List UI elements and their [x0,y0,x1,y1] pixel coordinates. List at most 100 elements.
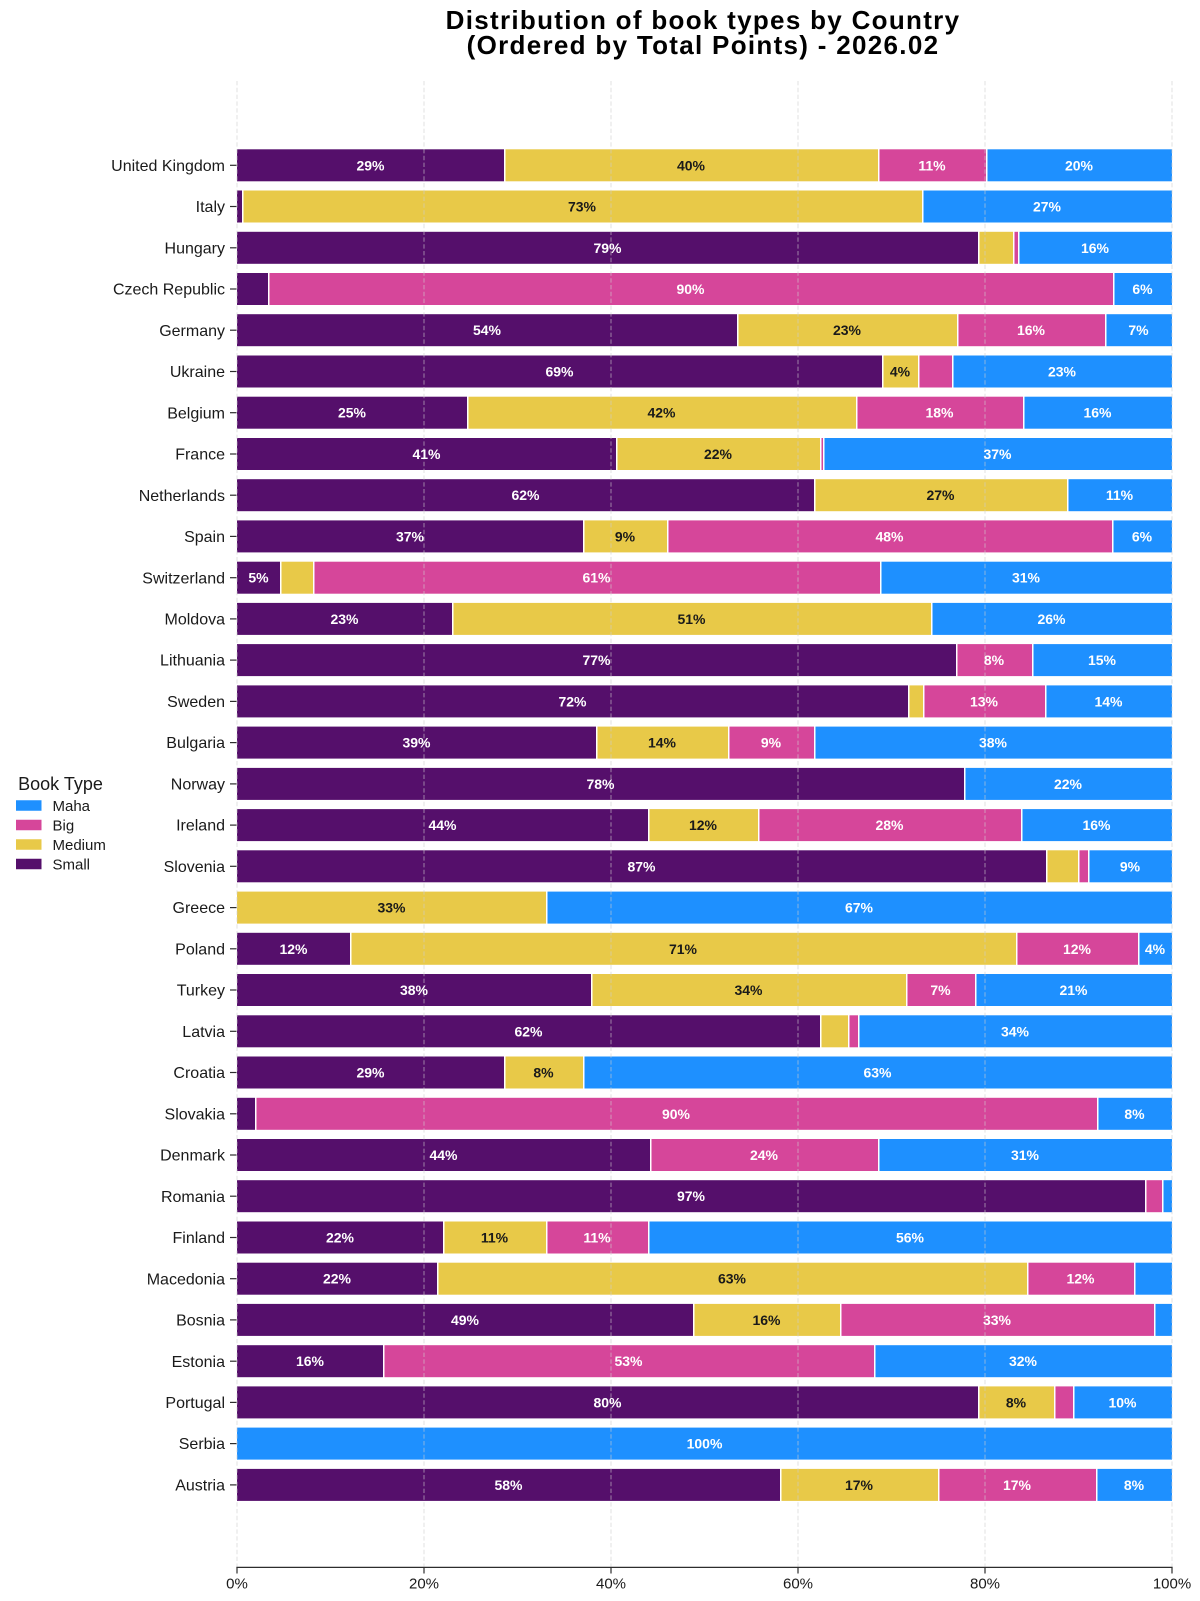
svg-text:22%: 22% [704,446,733,462]
svg-text:14%: 14% [1094,693,1123,709]
svg-text:Greece: Greece [173,900,226,917]
svg-text:21%: 21% [1059,982,1088,998]
svg-text:25%: 25% [338,405,367,421]
svg-text:40%: 40% [677,157,706,173]
svg-text:Big: Big [53,817,75,834]
svg-text:France: France [175,447,225,464]
svg-text:44%: 44% [428,817,457,833]
svg-text:(Ordered by Total Points) - 20: (Ordered by Total Points) - 2026.02 [467,30,940,60]
svg-text:6%: 6% [1132,528,1153,544]
svg-text:12%: 12% [689,817,718,833]
svg-text:7%: 7% [1128,322,1149,338]
svg-text:78%: 78% [586,776,615,792]
svg-text:60%: 60% [783,1576,813,1593]
svg-text:Hungary: Hungary [165,240,225,257]
svg-text:67%: 67% [845,900,874,916]
svg-text:71%: 71% [669,941,698,957]
svg-text:Small: Small [53,856,91,873]
svg-text:53%: 53% [614,1353,643,1369]
svg-text:18%: 18% [925,405,954,421]
svg-text:34%: 34% [734,982,763,998]
svg-text:23%: 23% [330,611,359,627]
svg-text:Norway: Norway [171,777,225,794]
svg-text:7%: 7% [930,982,951,998]
svg-text:8%: 8% [1006,1394,1027,1410]
svg-text:11%: 11% [583,1230,611,1246]
svg-text:Spain: Spain [184,529,225,546]
svg-text:6%: 6% [1132,281,1153,297]
svg-text:Bulgaria: Bulgaria [166,735,225,752]
svg-text:34%: 34% [1001,1023,1030,1039]
svg-text:Ireland: Ireland [176,818,225,835]
svg-text:48%: 48% [875,528,904,544]
svg-text:Switzerland: Switzerland [142,570,225,587]
svg-text:23%: 23% [833,322,862,338]
svg-text:8%: 8% [984,652,1005,668]
svg-text:33%: 33% [377,900,406,916]
svg-text:11%: 11% [481,1230,509,1246]
svg-text:62%: 62% [511,487,540,503]
svg-text:Serbia: Serbia [179,1436,225,1453]
svg-text:Belgium: Belgium [167,405,225,422]
svg-text:69%: 69% [545,364,574,380]
svg-text:Medium: Medium [53,837,106,854]
svg-text:20%: 20% [409,1576,439,1593]
svg-text:Distribution of book types by: Distribution of book types by Country [446,5,961,35]
svg-text:17%: 17% [845,1477,874,1493]
svg-text:29%: 29% [356,157,385,173]
svg-text:Lithuania: Lithuania [160,653,225,670]
svg-text:Moldova: Moldova [165,612,226,629]
svg-text:16%: 16% [1017,322,1046,338]
svg-text:32%: 32% [1009,1353,1038,1369]
svg-text:Book Type: Book Type [18,774,103,794]
svg-text:72%: 72% [558,693,587,709]
svg-text:Macedonia: Macedonia [147,1271,225,1288]
svg-text:16%: 16% [1083,405,1112,421]
svg-text:80%: 80% [970,1576,1000,1593]
svg-text:100%: 100% [1153,1576,1191,1593]
svg-text:Austria: Austria [175,1478,225,1495]
svg-text:63%: 63% [718,1271,747,1287]
svg-text:10%: 10% [1108,1394,1137,1410]
svg-text:4%: 4% [1145,941,1166,957]
svg-text:22%: 22% [323,1271,352,1287]
svg-text:11%: 11% [1106,487,1134,503]
svg-text:Netherlands: Netherlands [139,488,225,505]
svg-text:77%: 77% [582,652,611,668]
svg-text:8%: 8% [1124,1106,1145,1122]
svg-text:Portugal: Portugal [165,1395,225,1412]
svg-text:Latvia: Latvia [182,1024,225,1041]
svg-text:22%: 22% [326,1230,355,1246]
svg-text:Germany: Germany [159,323,225,340]
svg-text:62%: 62% [514,1023,543,1039]
svg-text:100%: 100% [687,1436,723,1452]
svg-text:54%: 54% [473,322,502,338]
svg-text:31%: 31% [1012,570,1041,586]
svg-text:27%: 27% [926,487,955,503]
svg-text:Slovakia: Slovakia [165,1106,226,1123]
svg-text:42%: 42% [647,405,676,421]
svg-text:33%: 33% [983,1312,1012,1328]
svg-text:11%: 11% [918,157,946,173]
svg-text:58%: 58% [494,1477,523,1493]
svg-text:73%: 73% [568,199,597,215]
svg-text:9%: 9% [615,528,636,544]
svg-text:28%: 28% [875,817,904,833]
svg-text:9%: 9% [761,735,782,751]
svg-text:Estonia: Estonia [172,1354,225,1371]
svg-text:49%: 49% [451,1312,480,1328]
svg-text:29%: 29% [356,1065,385,1081]
svg-text:97%: 97% [677,1188,706,1204]
svg-text:Italy: Italy [196,199,225,216]
svg-text:16%: 16% [752,1312,781,1328]
svg-text:14%: 14% [648,735,677,751]
svg-text:56%: 56% [896,1230,925,1246]
svg-text:12%: 12% [1066,1271,1095,1287]
svg-text:79%: 79% [593,240,622,256]
svg-text:Slovenia: Slovenia [164,859,225,876]
svg-text:Turkey: Turkey [177,983,225,1000]
svg-text:5%: 5% [248,570,269,586]
svg-text:12%: 12% [1063,941,1092,957]
svg-text:Bosnia: Bosnia [176,1313,225,1330]
svg-text:24%: 24% [750,1147,779,1163]
